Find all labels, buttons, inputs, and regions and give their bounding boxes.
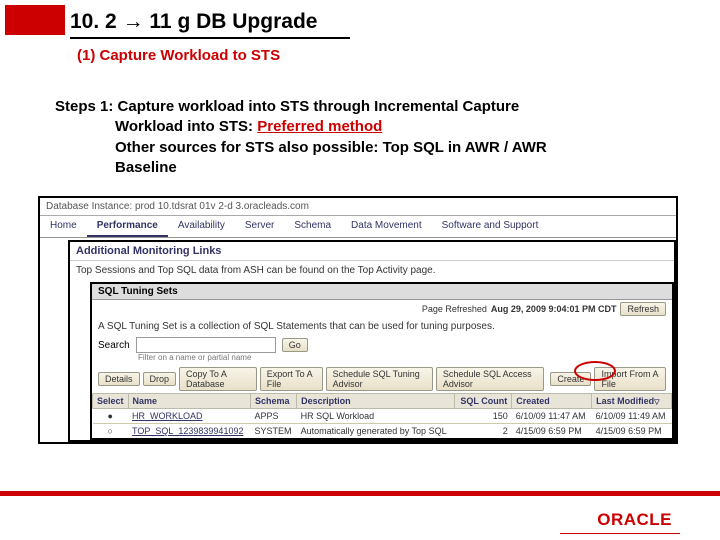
row-count: 150: [454, 409, 511, 424]
sts-heading: SQL Tuning Sets: [92, 284, 672, 300]
tab-performance[interactable]: Performance: [87, 216, 168, 237]
em-screenshot: Database Instance: prod 10.tdsrat 01v 2-…: [38, 196, 678, 444]
monitoring-heading: Additional Monitoring Links: [70, 242, 674, 261]
details-button[interactable]: Details: [98, 372, 140, 386]
copy-button[interactable]: Copy To A Database: [179, 367, 257, 391]
logo-underline: [560, 533, 680, 534]
export-button[interactable]: Export To A File: [260, 367, 323, 391]
instance-label: Database Instance: prod 10.tdsrat 01v 2-…: [40, 198, 676, 216]
access-advisor-button[interactable]: Schedule SQL Access Advisor: [436, 367, 545, 391]
col-modified: Last Modified▽: [592, 394, 672, 409]
subtitle: (1) Capture Workload to STS: [77, 47, 280, 64]
refresh-row: Page Refreshed Aug 29, 2009 9:04:01 PM C…: [92, 300, 672, 318]
step-line: Steps 1: Capture workload into STS throu…: [55, 97, 547, 117]
col-created: Created: [512, 394, 592, 409]
refresh-timestamp: Aug 29, 2009 9:04:01 PM CDT: [491, 304, 617, 314]
row-desc: HR SQL Workload: [297, 409, 455, 424]
search-label: Search: [98, 340, 130, 351]
row-created: 4/15/09 6:59 PM: [512, 424, 592, 439]
row-schema: SYSTEM: [251, 424, 297, 439]
row-count: 2: [454, 424, 511, 439]
tab-datamovement[interactable]: Data Movement: [341, 216, 432, 237]
sts-panel: SQL Tuning Sets Page Refreshed Aug 29, 2…: [90, 282, 674, 440]
go-button[interactable]: Go: [282, 338, 308, 352]
step-line: Baseline: [115, 158, 547, 178]
col-description: Description: [297, 394, 455, 409]
action-row: Details Drop Copy To A Database Export T…: [92, 365, 672, 393]
table-row[interactable]: ○ TOP_SQL_1239839941092 SYSTEM Automatic…: [93, 424, 672, 439]
row-desc: Automatically generated by Top SQL: [297, 424, 455, 439]
tab-software[interactable]: Software and Support: [432, 216, 549, 237]
row-select[interactable]: ●: [93, 409, 129, 424]
title-underline: [70, 37, 350, 39]
tab-home[interactable]: Home: [40, 216, 87, 237]
monitoring-body: Top Sessions and Top SQL data from ASH c…: [70, 261, 674, 280]
col-select: Select: [93, 394, 129, 409]
col-schema: Schema: [251, 394, 297, 409]
footer-red-line: [0, 491, 720, 496]
refresh-label: Page Refreshed: [422, 304, 487, 314]
tab-availability[interactable]: Availability: [168, 216, 235, 237]
title-post: 11 g DB Upgrade: [149, 10, 317, 33]
search-input[interactable]: [136, 337, 276, 353]
table-header-row: Select Name Schema Description SQL Count…: [93, 394, 672, 409]
col-sqlcount: SQL Count: [454, 394, 511, 409]
title-pre: 10. 2: [70, 10, 117, 33]
tuning-advisor-button[interactable]: Schedule SQL Tuning Advisor: [326, 367, 433, 391]
sts-table: Select Name Schema Description SQL Count…: [92, 393, 672, 438]
page-title: 10. 2 → 11 g DB Upgrade: [70, 10, 317, 34]
sts-description: A SQL Tuning Set is a collection of SQL …: [92, 318, 672, 335]
tab-bar: Home Performance Availability Server Sch…: [40, 216, 676, 238]
decor-red-block: [5, 5, 65, 35]
row-created: 6/10/09 11:47 AM: [512, 409, 592, 424]
row-select[interactable]: ○: [93, 424, 129, 439]
col-name: Name: [128, 394, 250, 409]
drop-button[interactable]: Drop: [143, 372, 177, 386]
steps-block: Steps 1: Capture workload into STS throu…: [55, 97, 547, 178]
tab-server[interactable]: Server: [235, 216, 284, 237]
sort-desc-icon: ▽: [654, 399, 659, 406]
step-line: Other sources for STS also possible: Top…: [115, 138, 547, 158]
table-row[interactable]: ● HR_WORKLOAD APPS HR SQL Workload 150 6…: [93, 409, 672, 424]
refresh-button[interactable]: Refresh: [620, 302, 666, 316]
oracle-logo: ORACLE: [597, 510, 672, 530]
row-modified: 4/15/09 6:59 PM: [592, 424, 672, 439]
row-modified: 6/10/09 11:49 AM: [592, 409, 672, 424]
step-line: Workload into STS: Preferred method: [115, 117, 547, 137]
row-schema: APPS: [251, 409, 297, 424]
tab-schema[interactable]: Schema: [284, 216, 341, 237]
row-name[interactable]: TOP_SQL_1239839941092: [128, 424, 250, 439]
search-row: Search Go: [92, 335, 672, 355]
preferred-method: Preferred method: [257, 118, 382, 135]
highlight-circle-icon: [574, 361, 616, 381]
step-text: Workload into STS:: [115, 118, 257, 135]
arrow-icon: →: [123, 10, 144, 33]
row-name[interactable]: HR_WORKLOAD: [128, 409, 250, 424]
monitoring-panel: Additional Monitoring Links Top Sessions…: [68, 240, 676, 442]
